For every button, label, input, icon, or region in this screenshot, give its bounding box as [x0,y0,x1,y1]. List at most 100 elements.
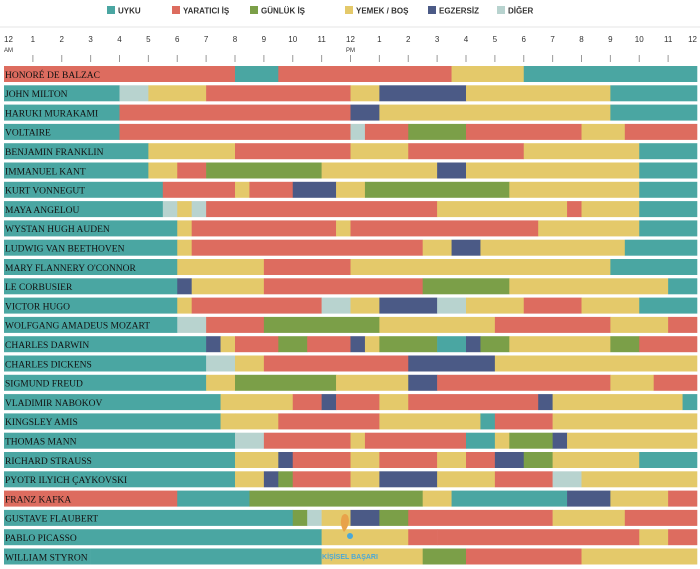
routine-row: HARUKI MURAKAMI [4,104,698,121]
segment-food [480,239,626,256]
segment-creative [263,432,351,449]
person-name: THOMAS MANN [5,438,77,448]
person-name: KINGSLEY AMIS [5,418,78,428]
segment-dayjob [278,471,294,488]
segment-sleep [4,162,149,179]
segment-other [552,471,582,488]
person-name: PYOTR ILYICH ÇAYKOVSKI [5,476,127,486]
segment-food [437,201,568,218]
legend-label-food: YEMEK / BOŞ [356,7,409,16]
segment-exercise [408,374,438,391]
segment-food [494,432,510,449]
segment-food [466,85,611,102]
segment-exercise [321,394,337,411]
segment-sleep [4,239,178,256]
segment-creative [523,297,582,314]
person-name: LE CORBUSIER [5,283,73,293]
segment-exercise [379,297,438,314]
segment-food [177,259,265,275]
segment-creative [206,85,351,102]
segment-sleep [610,104,698,121]
segment-food [220,336,236,353]
segment-dayjob [379,509,409,526]
segment-sleep [639,181,698,198]
legend-swatch-dayjob [250,6,258,14]
tick-label: 1 [377,35,382,44]
segment-sleep [4,452,236,468]
segment-exercise [466,336,481,353]
segment-food [336,181,366,198]
segment-food [610,490,669,507]
tick-label: 2 [406,35,411,44]
segment-food [466,162,640,179]
segment-other [350,123,366,140]
segment-dayjob [480,336,510,353]
segment-food [494,355,698,372]
segment-food [191,278,265,295]
segment-food [523,143,640,160]
segment-sleep [4,509,294,526]
segment-food [581,201,640,218]
segment-creative [364,432,467,449]
segment-creative [494,413,553,430]
person-name: SIGMUND FREUD [5,380,83,390]
legend-swatch-food [345,6,353,14]
tick-label: 9 [608,35,613,44]
person-name: HARUKI MURAKAMI [5,109,98,119]
segment-food [581,471,698,488]
segment-creative [263,355,409,372]
tick-label: 10 [635,35,644,44]
segment-food [321,548,423,565]
segment-creative [263,278,423,295]
segment-food [379,413,481,430]
tick-label: 6 [522,35,527,44]
tick-label: 5 [146,35,151,44]
segment-food [610,374,654,391]
person-name: GUSTAVE FLAUBERT [5,515,98,525]
segment-creative [177,162,207,179]
tick-label: 12 [346,35,355,44]
person-name: HONORÉ DE BALZAC [5,69,100,81]
logo-icon [340,514,353,539]
segment-sleep [668,278,698,295]
segment-food [235,452,279,468]
tick-label: 3 [88,35,93,44]
segment-creative [206,201,438,218]
segment-sleep [4,85,120,102]
routine-row: VOLTAIRE [4,123,698,140]
segment-sleep [639,201,698,218]
segment-sleep [4,336,207,353]
segment-creative [119,123,351,140]
person-name: JOHN MILTON [5,90,68,100]
legend-label-creative: YARATICI İŞ [183,7,230,16]
segment-creative [292,452,351,468]
tick-label: 4 [117,35,122,44]
segment-sleep [90,548,322,565]
person-name: CHARLES DARWIN [5,341,89,351]
segment-food [581,123,626,140]
segment-sleep [639,162,698,179]
segment-sleep [610,85,698,102]
segment-exercise [437,162,467,179]
segment-sleep [4,394,221,411]
segment-food [321,162,438,179]
segment-sleep [4,123,120,140]
routine-row: MARY FLANNERY O'CONNOR [4,259,698,275]
segment-food [437,471,496,488]
segment-food [567,432,698,449]
segment-dayjob [610,336,640,353]
segment-creative [235,143,351,160]
segment-sleep [4,297,178,314]
segment-creative [350,220,539,237]
segment-food [364,336,380,353]
legend-swatch-exercise [428,6,436,14]
segment-creative [379,452,438,468]
tick-sub-label: PM [346,48,355,54]
segment-sleep [451,490,568,507]
segment-food [321,529,409,546]
segment-food [235,355,265,372]
segment-creative [437,529,640,546]
person-name: IMMANUEL KANT [5,167,86,177]
segment-food [538,220,640,237]
